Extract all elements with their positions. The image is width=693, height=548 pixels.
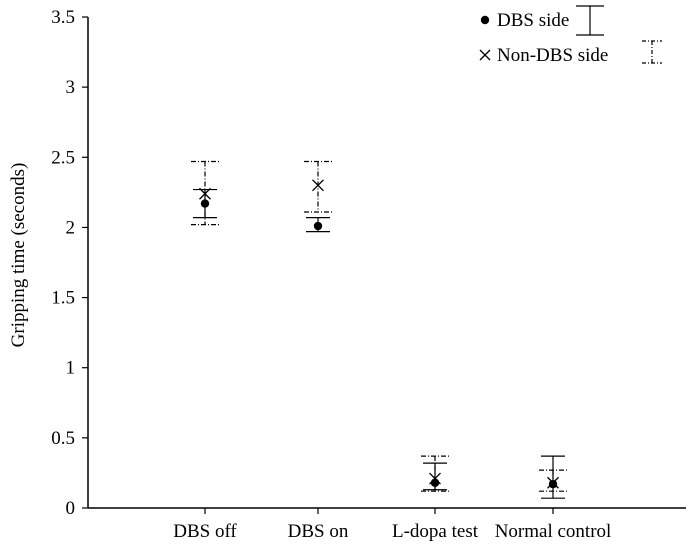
axes: [87, 17, 686, 509]
y-tick-label: 2.5: [51, 147, 75, 168]
data-point-non-dbs-side: [199, 187, 211, 200]
x-ticks: DBS off DBS on L-dopa test Normal control: [173, 508, 611, 542]
y-tick-label: 1.5: [51, 288, 75, 309]
data-point-non-dbs-side: [429, 472, 441, 485]
y-tick-label: 2: [66, 217, 76, 238]
legend-marker-x: [479, 49, 491, 61]
x-tick-label: L-dopa test: [392, 521, 479, 542]
legend-label: Non-DBS side: [497, 45, 608, 66]
x-tick-label: DBS off: [173, 521, 237, 542]
y-tick-label: 0.5: [51, 428, 75, 449]
data-point-non-dbs-side: [547, 476, 559, 489]
y-ticks: 0 0.5 1 1.5 2 2.5 3 3.5: [51, 7, 88, 519]
legend-marker-dot: [480, 15, 490, 25]
y-tick-label: 3: [66, 77, 76, 98]
x-tick-label: Normal control: [495, 521, 612, 542]
data-point-non-dbs-side: [312, 179, 324, 192]
data-marks: [191, 160, 567, 499]
y-tick-label: 0: [66, 498, 76, 519]
data-point-dbs-side: [313, 221, 323, 231]
y-tick-label: 1: [66, 358, 76, 379]
legend: DBS side Non-DBS side: [479, 5, 662, 66]
y-tick-label: 3.5: [51, 7, 75, 28]
y-axis-label: Gripping time (seconds): [8, 163, 29, 348]
x-tick-label: DBS on: [288, 521, 349, 542]
legend-label: DBS side: [497, 10, 569, 31]
